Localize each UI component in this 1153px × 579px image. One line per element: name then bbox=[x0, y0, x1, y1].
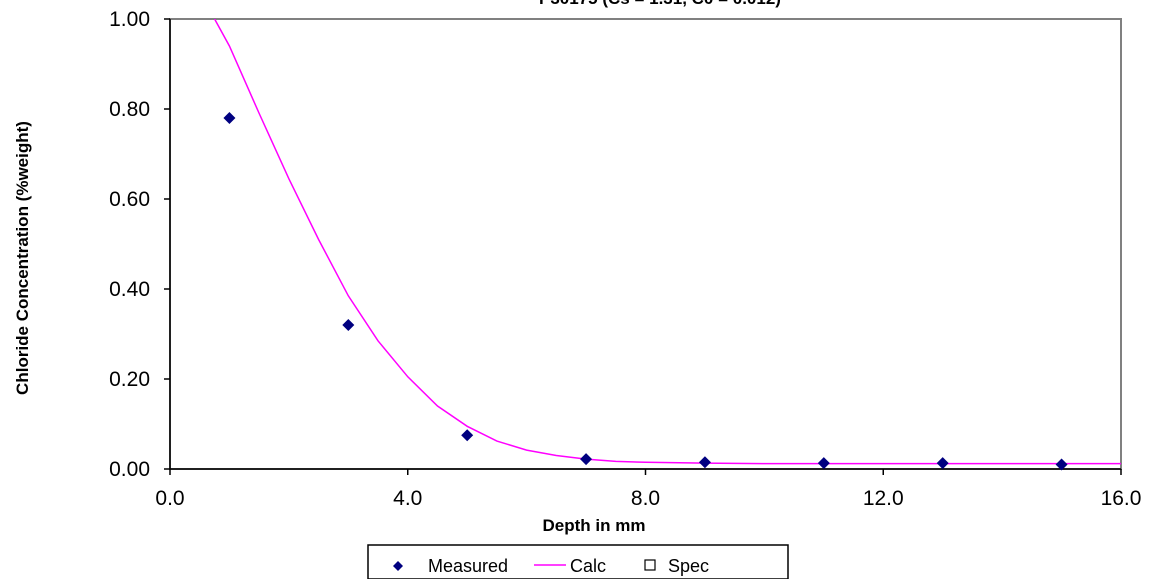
y-tick-label: 1.00 bbox=[109, 8, 150, 31]
series-line-calc bbox=[213, 19, 1121, 465]
data-point-measured bbox=[936, 457, 949, 470]
x-tick-label: 4.0 bbox=[393, 487, 422, 510]
x-tick-label: 0.0 bbox=[155, 487, 184, 510]
y-tick-label: 0.80 bbox=[109, 98, 150, 121]
y-tick-label: 0.00 bbox=[109, 458, 150, 481]
y-axis-title: Chloride Concentration (%weight) bbox=[13, 121, 32, 395]
data-point-measured bbox=[817, 457, 830, 470]
data-point-measured bbox=[461, 429, 474, 442]
data-point-measured bbox=[698, 456, 711, 469]
x-tick-label: 12.0 bbox=[863, 487, 904, 510]
data-point-measured bbox=[580, 453, 593, 466]
x-axis-title: Depth in mm bbox=[543, 516, 646, 535]
legend-label-measured: Measured bbox=[428, 556, 508, 576]
data-point-measured bbox=[342, 319, 355, 331]
x-tick-label: 16.0 bbox=[1101, 487, 1142, 510]
legend-swatch-measured bbox=[393, 561, 403, 571]
legend-label-calc: Calc bbox=[570, 556, 606, 576]
chart-title: P30175 (Cs = 1.31, C0 = 0.012) bbox=[539, 0, 781, 8]
y-tick-label: 0.40 bbox=[109, 278, 150, 301]
y-tick-label: 0.60 bbox=[109, 188, 150, 211]
plot-frame bbox=[169, 18, 1122, 470]
data-point-measured bbox=[1055, 458, 1068, 471]
y-tick-label: 0.20 bbox=[109, 368, 150, 391]
legend-swatch-spec bbox=[644, 559, 656, 571]
legend-label-spec: Spec bbox=[668, 556, 709, 576]
legend-box bbox=[367, 544, 789, 579]
data-point-measured bbox=[223, 112, 236, 124]
x-tick-label: 8.0 bbox=[631, 487, 660, 510]
